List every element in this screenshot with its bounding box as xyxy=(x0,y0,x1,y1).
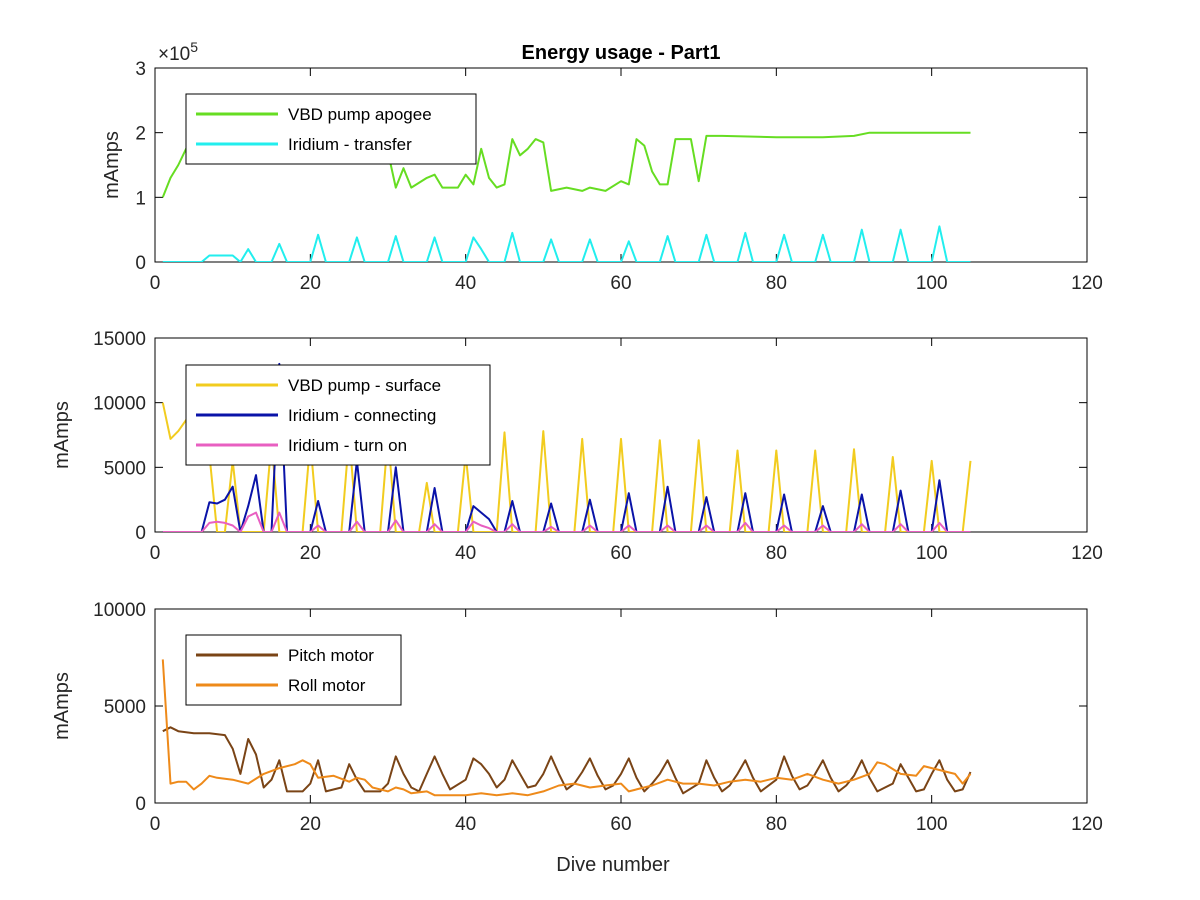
x-tick-label: 80 xyxy=(766,814,787,835)
legend-box xyxy=(185,93,477,165)
subplot-3: 0 20 40 60 80 100 120 0 5000 10000 mAmps Dive numbe… xyxy=(51,600,1103,876)
y-tick-label: 5000 xyxy=(104,697,146,718)
x-tick-label: 120 xyxy=(1071,273,1103,294)
x-tick-label: 80 xyxy=(766,273,787,294)
y-axis-label: mAmps xyxy=(51,401,73,469)
series-line-iridium-connecting xyxy=(162,362,971,532)
legend-label: VBD pump - surface xyxy=(288,376,441,395)
series-line-iridium-transfer xyxy=(162,225,971,262)
x-tick-label: 100 xyxy=(916,814,948,835)
x-tick-label: 100 xyxy=(916,273,948,294)
y-axis-label: mAmps xyxy=(101,131,123,199)
y-tick-label: 5000 xyxy=(104,458,146,479)
x-tick-label: 0 xyxy=(150,814,161,835)
y-tick-label: 10000 xyxy=(93,394,146,415)
series-line-roll-motor xyxy=(161,659,972,797)
x-tick-label: 60 xyxy=(610,543,631,564)
legend-label: Iridium - transfer xyxy=(288,135,412,154)
x-tick-label: 100 xyxy=(916,543,948,564)
legend-label: Iridium - turn on xyxy=(288,436,407,455)
y-tick-label: 0 xyxy=(135,523,146,544)
y-axis-label: mAmps xyxy=(51,672,73,740)
chart-title: Energy usage - Part1 xyxy=(522,42,721,64)
x-tick-label: 20 xyxy=(300,814,321,835)
y-tick-label: 0 xyxy=(135,253,146,274)
legend-label: Pitch motor xyxy=(288,646,374,665)
y-tick-label: 0 xyxy=(135,794,146,815)
x-tick-label: 60 xyxy=(610,273,631,294)
y-exponent-base: ×10 xyxy=(158,44,190,65)
legend-label: Iridium - connecting xyxy=(288,406,436,425)
x-tick-label: 40 xyxy=(455,543,476,564)
x-tick-label: 120 xyxy=(1071,814,1103,835)
legend-label: VBD pump apogee xyxy=(288,105,432,124)
x-tick-label: 0 xyxy=(150,543,161,564)
x-tick-label: 40 xyxy=(455,814,476,835)
x-tick-label: 0 xyxy=(150,273,161,294)
y-tick-label: 15000 xyxy=(93,329,146,350)
y-tick-label: 2 xyxy=(135,124,146,145)
subplot-2: 0 20 40 60 80 100 120 0 5000 10000 15000 mAmps VBD p… xyxy=(51,329,1103,564)
x-tick-label: 20 xyxy=(300,543,321,564)
x-tick-label: 40 xyxy=(455,273,476,294)
x-tick-label: 60 xyxy=(610,814,631,835)
legend-label: Roll motor xyxy=(288,676,366,695)
subplot-1: 0 20 40 60 80 100 120 0 1 2 3 ×105 mAmps Energy usage… xyxy=(101,39,1103,294)
x-tick-label: 120 xyxy=(1071,543,1103,564)
series-line-pitch-motor xyxy=(162,726,972,795)
x-axis-label: Dive number xyxy=(556,854,670,876)
y-exponent-label: ×105 xyxy=(158,39,198,65)
series-line-iridium-turn-on xyxy=(162,511,971,532)
y-tick-label: 3 xyxy=(135,59,146,80)
y-tick-label: 10000 xyxy=(93,600,146,621)
x-tick-label: 80 xyxy=(766,543,787,564)
legend-box xyxy=(185,634,402,706)
y-exponent-power: 5 xyxy=(190,39,198,55)
x-tick-label: 20 xyxy=(300,273,321,294)
y-tick-label: 1 xyxy=(135,188,146,209)
